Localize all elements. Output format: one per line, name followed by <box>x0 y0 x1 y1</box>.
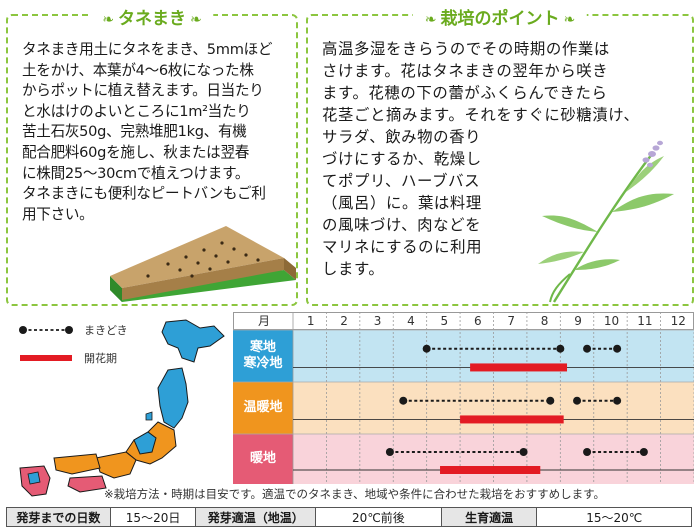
flowering-period-bar <box>470 363 568 372</box>
region-label-line: 寒地 <box>249 340 276 355</box>
cultivation-points-panel: ❧ 栽培のポイント ❧ 高温多湿をきらうのでその時期の作業は さけます。花はタネまき… <box>306 4 694 306</box>
points-line: 花茎ごと摘みます。それをすぐに砂糖漬け、 <box>322 106 640 124</box>
points-line: てポプリ、ハーブバス <box>322 172 481 190</box>
sowing-end-dot <box>546 396 555 405</box>
legend-sowing: まきどき <box>18 322 128 338</box>
month-header-label: 月 <box>257 314 270 328</box>
month-label: 7 <box>507 314 516 328</box>
spec-value-germ-temp: 20℃前後 <box>316 508 442 526</box>
points-title: ❧ 栽培のポイント ❧ <box>412 4 588 29</box>
sowing-start-dot <box>583 448 592 456</box>
sowing-line: タネまき用土にタネをまき、5mmほど <box>22 41 273 58</box>
sowing-panel: ❧ タネまき ❧ タネまき用土にタネをまき、5mmほど 土をかけ、本葉が4～6枚にな… <box>6 4 298 306</box>
points-line: づけにするか、乾燥し <box>322 150 482 168</box>
sowing-line: 用下さい。 <box>22 205 94 223</box>
cultivation-schedule-chart: 月 1 2 3 4 5 6 7 8 9 10 11 12 寒地 寒冷地 温暖地 暖地 <box>233 312 694 484</box>
sowing-title: ❧ タネまき ❧ <box>90 4 214 29</box>
sowing-line: 配合肥料60gを施し、秋または翌春 <box>22 143 250 161</box>
region-label-warm: 温暖地 <box>233 382 293 434</box>
schedule-marks <box>233 312 694 484</box>
spec-value-grow-temp: 15～20℃ <box>586 510 643 525</box>
region-label-cold: 寒地 寒冷地 <box>233 330 293 382</box>
japan-region-map <box>19 319 225 497</box>
sowing-start-dot <box>583 344 592 353</box>
legend-sowing-label: まきどき <box>84 324 128 337</box>
sowing-start-dot <box>399 396 408 405</box>
points-line: 高温多湿をきらうのでその時期の作業は <box>322 40 610 58</box>
month-label: 6 <box>473 314 482 328</box>
points-title-text: 栽培のポイント <box>440 9 560 29</box>
month-label: 10 <box>603 314 620 328</box>
sowing-line: 苦土石灰50g、完熟堆肥1kg、有機 <box>22 123 247 141</box>
region-band-hot: 暖地 <box>233 434 694 484</box>
seed-tray-illustration <box>110 226 296 302</box>
points-line: の風味づけ、肉などを <box>322 216 482 234</box>
sowing-start-dot <box>385 448 394 456</box>
month-label: 5 <box>440 314 449 328</box>
spec-label-days: 発芽までの日数 <box>7 508 111 526</box>
spec-label-grow-temp: 生育適温 <box>441 508 538 526</box>
spec-value-days: 15～20日 <box>111 508 197 526</box>
sowing-line: 土をかけ、本葉が4～6枚になった株 <box>22 61 254 79</box>
region-label-line: 暖地 <box>249 451 276 466</box>
leaf-icon: ❧ <box>190 12 202 28</box>
sowing-legend-swatch <box>19 326 73 334</box>
sowing-end-dot <box>613 344 622 353</box>
month-header-row: 月 1 2 3 4 5 6 7 8 9 10 11 12 <box>233 312 694 330</box>
region-label-line: 寒冷地 <box>243 356 283 371</box>
month-label: 8 <box>540 314 549 328</box>
month-label: 11 <box>637 314 653 328</box>
flowering-legend-swatch <box>20 355 72 361</box>
points-line: さけます。花はタネまきの翌年から咲き <box>322 62 609 80</box>
leaf-icon: ❧ <box>424 12 437 28</box>
month-label: 1 <box>306 314 315 328</box>
legend-flowering: 開花期 <box>18 350 117 366</box>
month-label: 12 <box>670 314 686 328</box>
sowing-title-text: タネまき <box>118 9 186 29</box>
sowing-line: と水はけのよいところに1m²当たり <box>22 102 251 120</box>
sowing-instructions: タネまき用土にタネをまき、5mmほど 土をかけ、本葉が4～6枚になった株 からポ… <box>22 40 294 225</box>
sowing-line: に株間25～30cmで植えつけます。 <box>22 164 250 182</box>
sowing-end-dot <box>556 344 565 353</box>
month-label: 9 <box>574 314 582 328</box>
germination-spec-table: 発芽までの日数 15～20日 発芽適温（地温） 20℃前後 生育適温 15～20… <box>6 507 692 527</box>
region-band-warm: 温暖地 <box>233 382 694 434</box>
points-line: マリネにするのに利用 <box>322 238 483 256</box>
sowing-line: タネまきにも便利なピートバンもご利 <box>22 185 266 203</box>
region-band-cold: 寒地 寒冷地 <box>233 330 694 382</box>
sowing-start-dot <box>573 396 582 405</box>
points-line: ます。花穂の下の蕾がふくらんできたら <box>322 84 608 102</box>
region-label-hot: 暖地 <box>233 434 293 484</box>
lavender-sprig-illustration <box>538 140 674 303</box>
points-text-bottom: サラダ、飲み物の香り づけにするか、乾燥し てポプリ、ハーブバス （風呂）に。葉… <box>322 126 540 280</box>
cultivation-note: ※栽培方法・時期は目安です。適温でのタネまき、地域や条件に合わせた栽培をおすすめ… <box>104 487 606 501</box>
points-line: サラダ、飲み物の香り <box>322 128 482 146</box>
legend-flowering-label: 開花期 <box>84 352 117 365</box>
sowing-end-dot <box>613 396 622 405</box>
month-label: 2 <box>340 314 348 328</box>
points-text-top: 高温多湿をきらうのでその時期の作業は さけます。花はタネまきの翌年から咲き ます… <box>322 38 692 126</box>
leaf-icon: ❧ <box>102 12 114 28</box>
spec-label-germ-temp: 発芽適温（地温） <box>196 508 317 526</box>
region-label-line: 温暖地 <box>243 400 283 415</box>
points-line: します。 <box>322 260 385 278</box>
flowering-period-bar <box>440 466 541 474</box>
flowering-period-bar <box>460 415 564 424</box>
sowing-line: からポットに植え替えます。日当たり <box>22 82 264 100</box>
points-line: （風呂）に。葉は料理 <box>322 194 482 212</box>
sowing-end-dot <box>639 448 648 456</box>
sowing-end-dot <box>519 448 528 456</box>
sowing-start-dot <box>422 344 431 353</box>
leaf-icon: ❧ <box>563 12 576 28</box>
month-label: 4 <box>407 314 415 328</box>
month-label: 3 <box>373 314 382 328</box>
